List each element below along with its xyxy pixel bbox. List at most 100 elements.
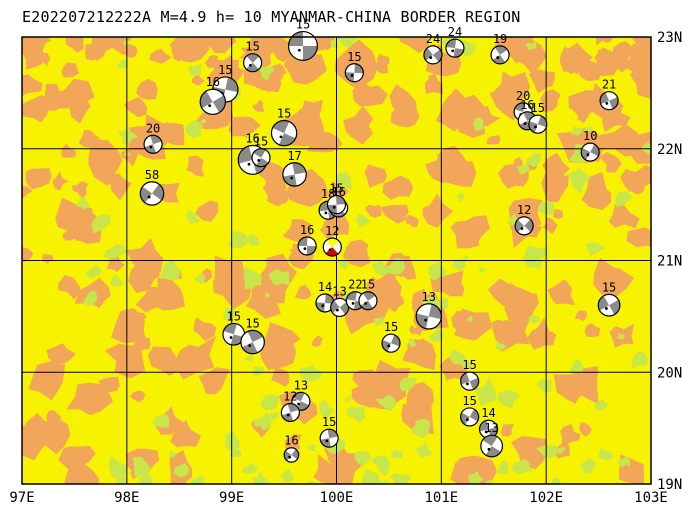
- focal-mechanism[interactable]: 13: [415, 290, 442, 330]
- terrain-patch: [186, 209, 197, 221]
- terrain-patch: [626, 227, 651, 248]
- focal-mechanism[interactable]: 58: [139, 168, 165, 206]
- focal-mechanism[interactable]: 16: [199, 75, 226, 116]
- terrain-patch: [580, 371, 597, 392]
- focal-mechanism[interactable]: 14: [315, 280, 335, 313]
- focal-mechanism[interactable]: 15: [344, 50, 364, 83]
- terrain-patch: [123, 39, 130, 45]
- terrain-patch: [200, 119, 206, 124]
- focal-mechanism[interactable]: 15: [358, 278, 378, 311]
- terrain-patch: [574, 310, 588, 322]
- mechanism-quadrant: [590, 144, 600, 157]
- focal-mechanism[interactable]: 15: [243, 40, 263, 73]
- terrain-patch: [270, 63, 287, 77]
- terrain-patch: [152, 414, 170, 428]
- mechanism-quadrant: [324, 294, 334, 304]
- focal-mechanism[interactable]: 12: [280, 389, 300, 423]
- mechanism-depth-label: 15: [296, 18, 310, 32]
- focal-mechanism[interactable]: 15: [460, 394, 480, 427]
- terrain-patch: [598, 447, 614, 461]
- terrain-patch: [495, 460, 509, 475]
- mechanism-depth-label: 15: [218, 63, 232, 77]
- lon-tick-label: 101E: [424, 490, 458, 506]
- terrain-patch: [104, 343, 146, 379]
- terrain-patch: [283, 54, 327, 85]
- terrain-patch: [485, 479, 493, 484]
- focal-mechanism[interactable]: 15: [240, 316, 265, 355]
- focal-mechanism[interactable]: 13: [330, 284, 350, 318]
- terrain-patch: [511, 459, 533, 475]
- mechanism-quadrant: [272, 120, 290, 134]
- terrain-patch: [450, 221, 480, 249]
- terrain-patch: [542, 385, 553, 394]
- mechanism-outline: [344, 63, 364, 83]
- terrain-patch: [436, 297, 448, 310]
- p-axis-dot: [147, 195, 151, 199]
- terrain-patch: [116, 59, 129, 69]
- mechanism-depth-label: 15: [602, 280, 616, 294]
- terrain-patch: [565, 57, 579, 75]
- focal-mechanism[interactable]: 15: [287, 18, 318, 61]
- focal-mechanism[interactable]: 12: [514, 203, 534, 236]
- focal-mechanism[interactable]: 24: [445, 25, 465, 58]
- focal-mechanism[interactable]: 15: [319, 415, 339, 448]
- terrain-patch: [372, 372, 395, 393]
- p-axis-dot: [248, 344, 252, 347]
- focal-mechanism[interactable]: 15: [326, 182, 347, 215]
- focal-mechanism[interactable]: 14: [478, 406, 499, 439]
- mechanism-depth-label: 15: [254, 135, 268, 149]
- focal-mechanism[interactable]: 16: [297, 223, 317, 256]
- terrain-patch: [468, 471, 484, 484]
- p-axis-dot: [288, 455, 292, 459]
- focal-mechanism[interactable]: 15: [528, 101, 548, 134]
- mechanism-depth-label: 16: [245, 132, 259, 146]
- focal-mechanism[interactable]: 15: [460, 358, 480, 391]
- mechanism-depth-label: 13: [294, 378, 308, 392]
- focal-mechanism[interactable]: 15: [251, 135, 271, 168]
- terrain-patch: [408, 338, 416, 348]
- terrain-patch: [294, 284, 312, 300]
- p-axis-dot: [324, 211, 328, 215]
- terrain-patch: [70, 465, 83, 479]
- terrain-patch: [247, 37, 286, 57]
- terrain-patch: [78, 129, 100, 148]
- terrain-patch: [344, 396, 351, 403]
- terrain-patch: [582, 126, 593, 133]
- focal-mechanism[interactable]: 21: [599, 78, 619, 111]
- terrain-patch: [579, 457, 597, 474]
- p-axis-dot: [149, 145, 153, 149]
- mechanism-outline: [460, 371, 480, 391]
- focal-mechanism[interactable]: 20: [143, 121, 163, 154]
- terrain-patch: [319, 214, 350, 240]
- focal-mechanism[interactable]: 19: [490, 32, 510, 65]
- terrain-patch: [44, 83, 68, 111]
- terrain-patch: [425, 73, 444, 95]
- focal-mechanism[interactable]: 15: [381, 320, 401, 353]
- mechanism-outline: [597, 293, 621, 317]
- terrain-patch: [452, 258, 467, 273]
- terrain-patch: [425, 153, 461, 184]
- terrain-patch: [247, 233, 260, 246]
- mechanism-depth-label: 15: [329, 182, 343, 196]
- mechanism-quadrant: [327, 429, 339, 439]
- focal-mechanism[interactable]: 13: [480, 421, 504, 458]
- focal-mechanism[interactable]: 24: [423, 32, 443, 65]
- focal-mechanism[interactable]: 10: [580, 129, 600, 162]
- mechanism-depth-label: 21: [602, 78, 616, 92]
- p-axis-dot: [297, 402, 301, 406]
- mechanism-quadrant: [485, 446, 501, 457]
- terrain-patch: [255, 73, 278, 93]
- main-event-mechanism[interactable]: 12: [322, 224, 342, 257]
- terrain-patch: [149, 48, 172, 64]
- focal-mechanism[interactable]: 15: [597, 280, 621, 317]
- terrain-patch: [105, 173, 132, 201]
- terrain-patch: [268, 269, 291, 286]
- focal-mechanism[interactable]: 17: [282, 149, 307, 187]
- terrain-patch: [133, 456, 151, 477]
- mechanism-outline: [199, 88, 226, 116]
- focal-mechanism[interactable]: 15: [270, 107, 298, 147]
- terrain-patch: [414, 441, 433, 458]
- terrain-patch: [22, 419, 49, 461]
- focal-mechanism[interactable]: 16: [283, 434, 300, 463]
- terrain-patch: [280, 468, 294, 483]
